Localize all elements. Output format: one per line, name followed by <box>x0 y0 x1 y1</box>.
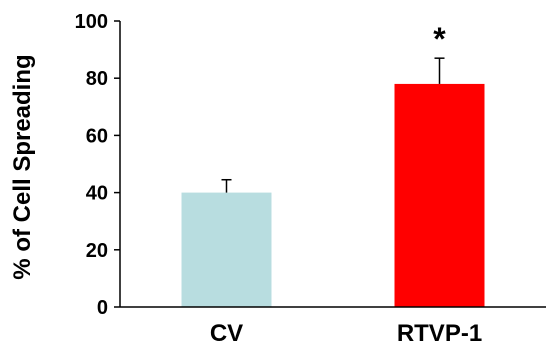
bars <box>181 57 485 307</box>
x-tick-label: RTVP-1 <box>397 320 482 347</box>
x-axis-labels: CV RTVP-1 <box>210 320 482 347</box>
annotations: * <box>433 21 446 57</box>
y-tick-label: 80 <box>86 68 108 90</box>
y-tick-label: 20 <box>86 240 108 262</box>
y-tick-label: 100 <box>75 11 108 33</box>
axes <box>119 21 546 308</box>
y-tick-label: 40 <box>86 183 108 205</box>
bar-cv <box>181 192 272 307</box>
x-tick-label: CV <box>210 320 243 347</box>
y-axis-title: % of Cell Spreading <box>9 54 36 279</box>
y-axis-ticks: 0 20 40 60 80 100 <box>75 11 120 319</box>
bar-rtvp-1 <box>394 83 485 307</box>
y-tick-label: 0 <box>97 297 108 319</box>
significance-asterisk: * <box>433 21 446 57</box>
y-tick-label: 60 <box>86 125 108 147</box>
